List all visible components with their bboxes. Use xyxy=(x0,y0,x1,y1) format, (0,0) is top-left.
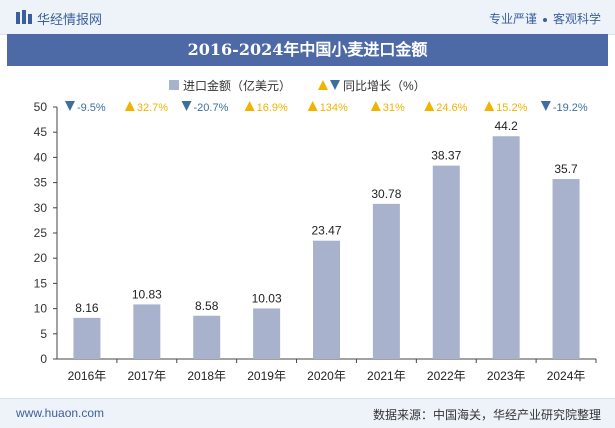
x-tick-label: 2017年 xyxy=(127,369,166,383)
legend-growth-icon xyxy=(318,80,340,90)
growth-label: 16.9% xyxy=(257,102,288,114)
bar xyxy=(73,317,101,359)
growth-down-icon xyxy=(181,101,192,111)
bar-value-label: 8.58 xyxy=(195,299,219,313)
bar xyxy=(193,315,221,359)
slogan: 专业严谨 客观科学 xyxy=(489,10,601,27)
separator-dot-icon xyxy=(542,17,547,22)
logo-icon xyxy=(16,10,32,24)
growth-label: 24.6% xyxy=(436,102,467,114)
y-tick-label: 20 xyxy=(34,251,48,265)
growth-label: 15.2% xyxy=(496,102,527,114)
growth-label: -19.2% xyxy=(553,102,588,114)
bar xyxy=(253,308,281,359)
growth-down-icon xyxy=(64,101,75,111)
growth-up-icon xyxy=(307,101,318,111)
y-tick-label: 15 xyxy=(34,276,48,290)
y-tick-label: 45 xyxy=(34,125,48,139)
y-tick-label: 0 xyxy=(40,352,47,366)
bar-value-label: 10.83 xyxy=(132,287,162,301)
growth-label: -20.7% xyxy=(194,102,229,114)
growth-up-icon xyxy=(124,101,135,111)
bar xyxy=(133,304,161,359)
growth-label: 31% xyxy=(383,102,405,114)
x-tick-label: 2020年 xyxy=(307,369,346,383)
x-tick-label: 2023年 xyxy=(487,369,526,383)
bar-value-label: 23.47 xyxy=(311,224,341,238)
x-tick-label: 2022年 xyxy=(427,369,466,383)
bar-value-label: 10.03 xyxy=(252,291,282,305)
y-tick-label: 50 xyxy=(34,100,48,114)
growth-label: 32.7% xyxy=(137,102,168,114)
y-tick-label: 5 xyxy=(40,327,47,341)
header-bar: 华经情报网 专业严谨 客观科学 xyxy=(0,0,615,35)
bar-value-label: 30.78 xyxy=(371,187,401,201)
x-tick-label: 2018年 xyxy=(187,369,226,383)
growth-up-icon xyxy=(424,101,435,111)
y-tick-label: 35 xyxy=(34,176,48,190)
bar xyxy=(492,136,520,359)
site-url: www.huaon.com xyxy=(16,406,105,420)
bar-chart: 0 5 10 15 20 25 30 35 40 45 50 8.16 2016年 -9.5% 10.83 2… xyxy=(34,100,597,383)
y-tick-label: 40 xyxy=(34,150,48,164)
y-tick-label: 25 xyxy=(34,226,48,240)
chart-legend: 进口金额（亿美元） 同比增长（%） xyxy=(0,77,615,93)
bar-value-label: 8.16 xyxy=(75,301,99,315)
growth-label: -9.5% xyxy=(77,102,106,114)
legend-bar-swatch xyxy=(169,80,179,90)
brand-name: 华经情报网 xyxy=(37,12,103,27)
growth-up-icon xyxy=(244,101,255,111)
x-tick-label: 2024年 xyxy=(547,369,586,383)
slogan-left: 专业严谨 xyxy=(488,12,537,26)
growth-up-icon xyxy=(484,101,495,111)
bar-value-label: 44.2 xyxy=(494,119,518,133)
growth-up-icon xyxy=(370,101,381,111)
x-tick-label: 2016年 xyxy=(68,369,107,383)
legend-bar-label: 进口金额（亿美元） xyxy=(183,79,292,93)
growth-down-icon xyxy=(540,101,551,111)
slogan-right: 客观科学 xyxy=(552,12,601,26)
data-source: 数据来源：中国海关，华经产业研究院整理 xyxy=(372,408,601,422)
bar-value-label: 38.37 xyxy=(431,149,461,163)
y-tick-label: 10 xyxy=(34,302,48,316)
growth-label: 134% xyxy=(320,102,348,114)
x-tick-label: 2021年 xyxy=(367,369,406,383)
bar-value-label: 35.7 xyxy=(554,162,578,176)
bar xyxy=(432,165,460,359)
bar xyxy=(313,240,340,359)
y-tick-label: 30 xyxy=(34,201,48,215)
legend-growth-label: 同比增长（%） xyxy=(343,79,426,93)
x-tick-label: 2019年 xyxy=(247,369,286,383)
chart-title: 2016-2024年中国小麦进口金额 xyxy=(7,34,608,66)
bar xyxy=(552,179,580,359)
bar xyxy=(372,203,400,359)
footer-bar: www.huaon.com 数据来源：中国海关，华经产业研究院整理 xyxy=(0,398,615,428)
